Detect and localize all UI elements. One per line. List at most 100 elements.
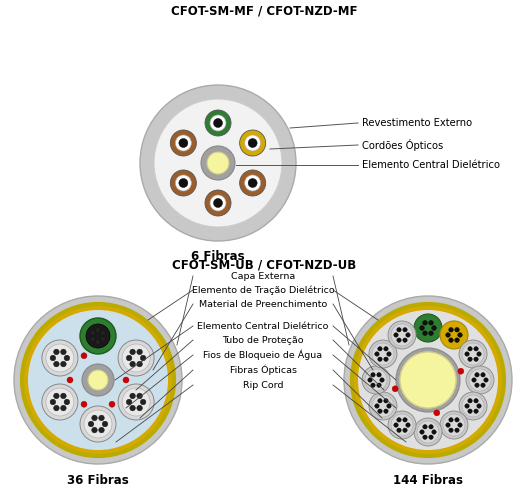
Circle shape xyxy=(84,410,112,438)
Circle shape xyxy=(67,377,73,383)
Circle shape xyxy=(465,352,469,356)
Circle shape xyxy=(423,331,427,336)
Circle shape xyxy=(46,344,74,372)
Circle shape xyxy=(455,338,459,343)
Circle shape xyxy=(474,347,478,351)
Circle shape xyxy=(99,427,105,433)
Text: Rip Cord: Rip Cord xyxy=(243,380,283,389)
Circle shape xyxy=(369,340,397,368)
Circle shape xyxy=(371,373,375,377)
Circle shape xyxy=(440,321,468,349)
Circle shape xyxy=(423,425,427,429)
Circle shape xyxy=(387,352,391,356)
Circle shape xyxy=(154,99,282,227)
Circle shape xyxy=(130,349,135,355)
Text: Fibras Ópticas: Fibras Ópticas xyxy=(230,365,297,375)
Text: CFOT-SM-UB / CFOT-NZD-UB: CFOT-SM-UB / CFOT-NZD-UB xyxy=(172,258,356,271)
Circle shape xyxy=(406,423,410,427)
Circle shape xyxy=(140,85,296,241)
Circle shape xyxy=(101,331,106,336)
Circle shape xyxy=(64,399,70,405)
Circle shape xyxy=(61,361,66,367)
Circle shape xyxy=(465,404,469,408)
Circle shape xyxy=(458,333,463,337)
Circle shape xyxy=(403,428,407,432)
Circle shape xyxy=(388,321,416,349)
Circle shape xyxy=(429,331,433,336)
Circle shape xyxy=(201,146,235,180)
Circle shape xyxy=(475,373,479,377)
Circle shape xyxy=(391,414,413,436)
Circle shape xyxy=(126,355,132,361)
Circle shape xyxy=(449,418,453,422)
Circle shape xyxy=(207,152,229,174)
Text: Fios de Bloqueio de Água: Fios de Bloqueio de Água xyxy=(203,350,323,360)
Circle shape xyxy=(22,304,174,456)
Circle shape xyxy=(403,418,407,422)
Circle shape xyxy=(384,347,388,351)
Circle shape xyxy=(137,361,143,367)
Text: Elemento Central Dielétrico: Elemento Central Dielétrico xyxy=(197,322,329,331)
Circle shape xyxy=(397,418,401,422)
Circle shape xyxy=(477,352,481,356)
Circle shape xyxy=(64,355,70,361)
Text: CFOT-SM-MF / CFOT-NZD-MF: CFOT-SM-MF / CFOT-NZD-MF xyxy=(171,4,357,17)
Circle shape xyxy=(474,357,478,362)
Circle shape xyxy=(358,310,498,450)
Circle shape xyxy=(42,384,78,420)
Circle shape xyxy=(406,333,410,337)
Circle shape xyxy=(130,361,135,367)
Circle shape xyxy=(449,338,454,343)
Circle shape xyxy=(28,310,168,450)
Circle shape xyxy=(474,409,478,413)
Circle shape xyxy=(352,304,504,456)
Circle shape xyxy=(14,296,182,464)
Circle shape xyxy=(466,366,494,394)
Circle shape xyxy=(137,393,143,399)
Text: Tubo de Proteção: Tubo de Proteção xyxy=(222,336,304,345)
Circle shape xyxy=(429,435,433,439)
Circle shape xyxy=(423,321,427,325)
Circle shape xyxy=(396,348,460,412)
Circle shape xyxy=(92,415,97,421)
Circle shape xyxy=(80,318,116,354)
Circle shape xyxy=(474,398,478,403)
Circle shape xyxy=(205,190,231,216)
Text: Elemento Central Dielétrico: Elemento Central Dielétrico xyxy=(362,160,500,170)
Circle shape xyxy=(61,405,66,411)
Text: Material de Preenchimento: Material de Preenchimento xyxy=(199,299,327,308)
Circle shape xyxy=(443,414,465,436)
Circle shape xyxy=(369,392,397,420)
Circle shape xyxy=(429,425,433,429)
Circle shape xyxy=(372,343,394,365)
Circle shape xyxy=(137,405,143,411)
Circle shape xyxy=(455,428,459,432)
Circle shape xyxy=(244,135,261,151)
Circle shape xyxy=(81,401,87,407)
Circle shape xyxy=(414,314,442,342)
Text: Capa Externa: Capa Externa xyxy=(231,271,295,280)
Text: Cordões Ópticos: Cordões Ópticos xyxy=(362,139,443,151)
Circle shape xyxy=(403,328,407,332)
Circle shape xyxy=(380,378,384,382)
Circle shape xyxy=(440,411,468,439)
Circle shape xyxy=(82,364,114,396)
Circle shape xyxy=(90,337,95,342)
Circle shape xyxy=(468,347,472,351)
Circle shape xyxy=(403,338,407,342)
Circle shape xyxy=(92,427,97,433)
Circle shape xyxy=(475,383,479,387)
Circle shape xyxy=(122,388,150,416)
Circle shape xyxy=(462,395,484,417)
Circle shape xyxy=(96,340,100,345)
Circle shape xyxy=(123,377,129,383)
Circle shape xyxy=(96,328,100,333)
Circle shape xyxy=(80,406,116,442)
Circle shape xyxy=(397,328,401,332)
Circle shape xyxy=(434,410,440,416)
Circle shape xyxy=(468,409,472,413)
Circle shape xyxy=(458,368,464,374)
Circle shape xyxy=(472,378,476,382)
Text: 6 Fibras: 6 Fibras xyxy=(191,250,245,263)
Circle shape xyxy=(384,398,388,403)
